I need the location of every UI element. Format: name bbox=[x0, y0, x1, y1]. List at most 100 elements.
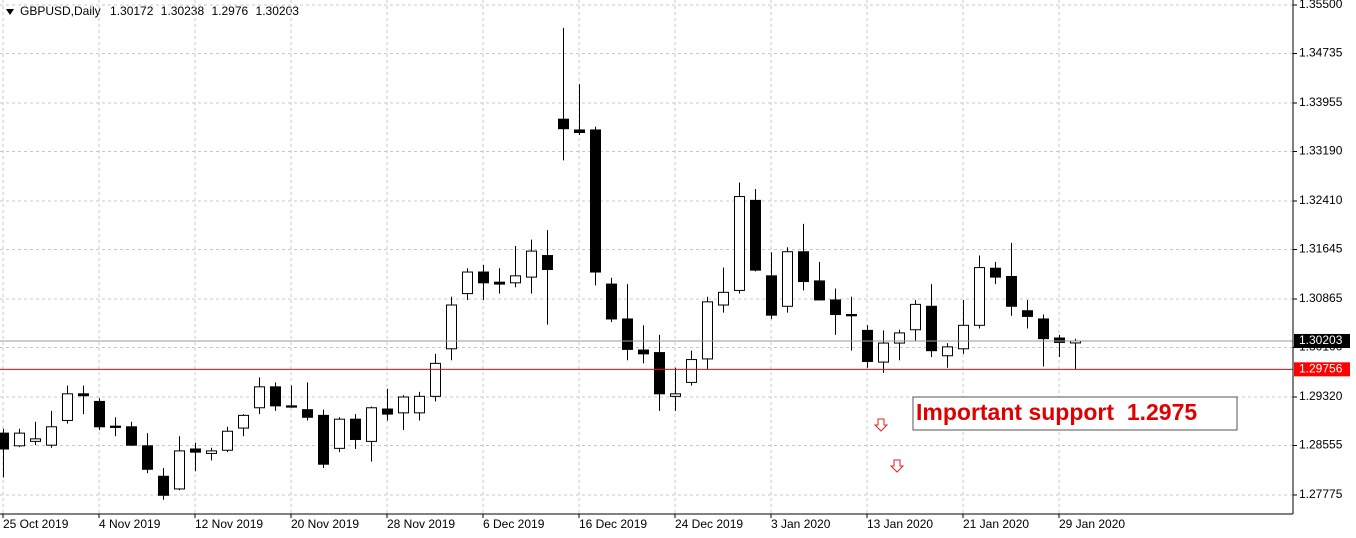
down-arrow bbox=[873, 418, 889, 432]
x-tick-label: 28 Nov 2019 bbox=[387, 517, 455, 531]
ohlc-open: 1.30172 bbox=[110, 4, 154, 18]
x-tick-label: 24 Dec 2019 bbox=[675, 517, 743, 531]
candle-body bbox=[62, 393, 73, 421]
candle-body bbox=[606, 283, 617, 320]
ohlc-close: 1.30203 bbox=[256, 4, 300, 18]
candle-body bbox=[350, 418, 361, 440]
x-tick-label: 6 Dec 2019 bbox=[483, 517, 545, 531]
candle-body bbox=[574, 129, 585, 133]
down-arrow bbox=[889, 459, 905, 473]
y-tick-label: 1.28555 bbox=[1299, 438, 1343, 452]
candle-body bbox=[846, 314, 857, 317]
candle-body bbox=[958, 324, 969, 350]
y-tick-label: 1.30865 bbox=[1299, 291, 1343, 305]
ohlc-low: 1.2976 bbox=[212, 4, 249, 18]
x-tick-label: 20 Nov 2019 bbox=[291, 517, 359, 531]
candle-body bbox=[174, 450, 185, 490]
candle-body bbox=[0, 432, 9, 450]
candle-body bbox=[686, 359, 697, 383]
candle-body bbox=[206, 450, 217, 454]
candle-body bbox=[190, 448, 201, 453]
price-tag-bg bbox=[1294, 333, 1350, 348]
symbol-title: GBPUSD,Daily bbox=[20, 4, 101, 18]
menu-triangle[interactable] bbox=[6, 9, 14, 15]
candle-body bbox=[270, 386, 281, 407]
candle-body bbox=[318, 414, 329, 465]
candle-body bbox=[110, 425, 121, 428]
candle-body bbox=[926, 305, 937, 352]
candle-body bbox=[238, 414, 249, 429]
candle-body bbox=[14, 432, 25, 447]
candle-body bbox=[990, 267, 1001, 278]
candle-body bbox=[910, 303, 921, 331]
candle-body bbox=[94, 400, 105, 428]
candle-body bbox=[942, 346, 953, 357]
x-tick-label: 3 Jan 2020 bbox=[771, 517, 831, 531]
support-tag: 1.29756 bbox=[1299, 361, 1343, 375]
candle-body bbox=[782, 251, 793, 307]
candle-body bbox=[46, 426, 57, 446]
y-tick-label: 1.32410 bbox=[1299, 193, 1343, 207]
candle-body bbox=[1006, 275, 1017, 307]
candle-body bbox=[558, 118, 569, 130]
candle-body bbox=[30, 438, 41, 442]
candle-body bbox=[126, 426, 137, 446]
candle-body bbox=[830, 299, 841, 316]
x-tick-label: 25 Oct 2019 bbox=[3, 517, 69, 531]
candle-body bbox=[142, 445, 153, 470]
candle-body bbox=[398, 396, 409, 414]
y-tick-label: 1.34735 bbox=[1299, 46, 1343, 60]
y-tick-label: 1.33190 bbox=[1299, 144, 1343, 158]
candle-body bbox=[798, 251, 809, 283]
chart-header: GBPUSD,Daily 1.30172 1.30238 1.2976 1.30… bbox=[20, 4, 299, 18]
candle-body bbox=[446, 304, 457, 350]
candle-body bbox=[494, 281, 505, 285]
candle-body bbox=[382, 408, 393, 415]
candle-body bbox=[334, 418, 345, 449]
candle-body bbox=[974, 267, 985, 326]
candle-body bbox=[1054, 337, 1065, 343]
candle-body bbox=[158, 475, 169, 496]
y-tick-label: 1.35500 bbox=[1299, 0, 1343, 11]
x-tick-label: 13 Jan 2020 bbox=[867, 517, 933, 531]
candle-body bbox=[894, 332, 905, 344]
y-tick-label: 1.33955 bbox=[1299, 95, 1343, 109]
candle-body bbox=[510, 275, 521, 284]
candle-body bbox=[654, 352, 665, 395]
candle-body bbox=[78, 393, 89, 397]
y-tick-label: 1.31645 bbox=[1299, 242, 1343, 256]
x-tick-label: 12 Nov 2019 bbox=[195, 517, 263, 531]
candle-body bbox=[430, 362, 441, 397]
candle-body bbox=[1022, 310, 1033, 317]
candle-body bbox=[462, 271, 473, 295]
x-tick-label: 16 Dec 2019 bbox=[579, 517, 647, 531]
x-tick-label: 29 Jan 2020 bbox=[1059, 517, 1125, 531]
candle-body bbox=[526, 250, 537, 278]
support-tag-bg bbox=[1294, 362, 1350, 377]
candle-body bbox=[670, 393, 681, 397]
candle-body bbox=[254, 386, 265, 409]
candle-body bbox=[638, 349, 649, 355]
candle-body bbox=[622, 318, 633, 350]
candle-body bbox=[766, 275, 777, 316]
candle-body bbox=[286, 405, 297, 408]
candle-body bbox=[590, 129, 601, 273]
candle-body bbox=[814, 280, 825, 301]
candle-body bbox=[1038, 318, 1049, 340]
annotation: Important support 1.2975 bbox=[916, 399, 1197, 425]
candle-body bbox=[478, 271, 489, 284]
y-tick-label: 1.29320 bbox=[1299, 389, 1343, 403]
candle-body bbox=[542, 255, 553, 270]
ohlc-high: 1.30238 bbox=[161, 4, 205, 18]
candle-body bbox=[862, 329, 873, 362]
candle-body bbox=[222, 430, 233, 451]
candle-body bbox=[878, 342, 889, 363]
x-tick-label: 21 Jan 2020 bbox=[963, 517, 1029, 531]
candle-body bbox=[734, 196, 745, 291]
x-tick-label: 4 Nov 2019 bbox=[99, 517, 161, 531]
candle-body bbox=[702, 301, 713, 360]
candle-body bbox=[302, 409, 313, 418]
